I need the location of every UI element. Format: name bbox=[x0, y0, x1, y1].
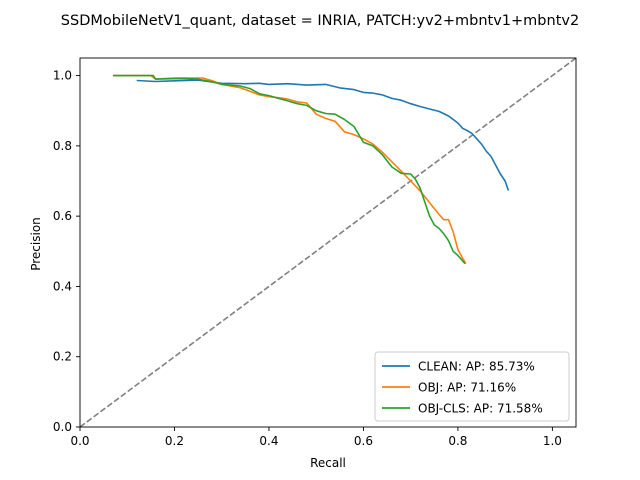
y-axis-label: Precision bbox=[29, 217, 43, 271]
x-axis-label: Recall bbox=[310, 456, 346, 470]
axes-frame bbox=[79, 57, 577, 428]
x-tick-label: 0.2 bbox=[165, 434, 184, 448]
y-tick-label: 0.4 bbox=[53, 279, 72, 293]
x-tick-label: 1.0 bbox=[543, 434, 562, 448]
legend-label-1: CLEAN: AP: 85.73% bbox=[418, 360, 535, 374]
plot-area bbox=[80, 58, 576, 427]
y-tick-label: 0.2 bbox=[53, 350, 72, 364]
y-tick-label: 0.0 bbox=[53, 420, 72, 434]
chart-title: SSDMobileNetV1_quant, dataset = INRIA, P… bbox=[61, 13, 579, 29]
axes: 0.0 0.2 0.4 0.6 0.8 1.0 0.0 0.2 0.4 0.6 0.8 1.0 bbox=[53, 57, 577, 448]
x-tick-label: 0.8 bbox=[448, 434, 467, 448]
legend-label-3: OBJ-CLS: AP: 71.58% bbox=[418, 402, 543, 416]
x-tick-label: 0.6 bbox=[354, 434, 373, 448]
series-line-3 bbox=[113, 74, 466, 265]
x-tick-label: 0.0 bbox=[70, 434, 89, 448]
legend: CLEAN: AP: 85.73% OBJ: AP: 71.16% OBJ-CLS:… bbox=[374, 351, 570, 422]
y-tick-label: 0.6 bbox=[53, 209, 72, 223]
y-tick-label: 0.8 bbox=[53, 139, 72, 153]
legend-label-2: OBJ: AP: 71.16% bbox=[418, 381, 516, 395]
x-tick-label: 0.4 bbox=[259, 434, 278, 448]
diagonal-reference-line bbox=[80, 58, 576, 427]
legend-box bbox=[374, 351, 570, 422]
series-line-1 bbox=[136, 79, 510, 191]
y-tick-label: 1.0 bbox=[53, 69, 72, 83]
